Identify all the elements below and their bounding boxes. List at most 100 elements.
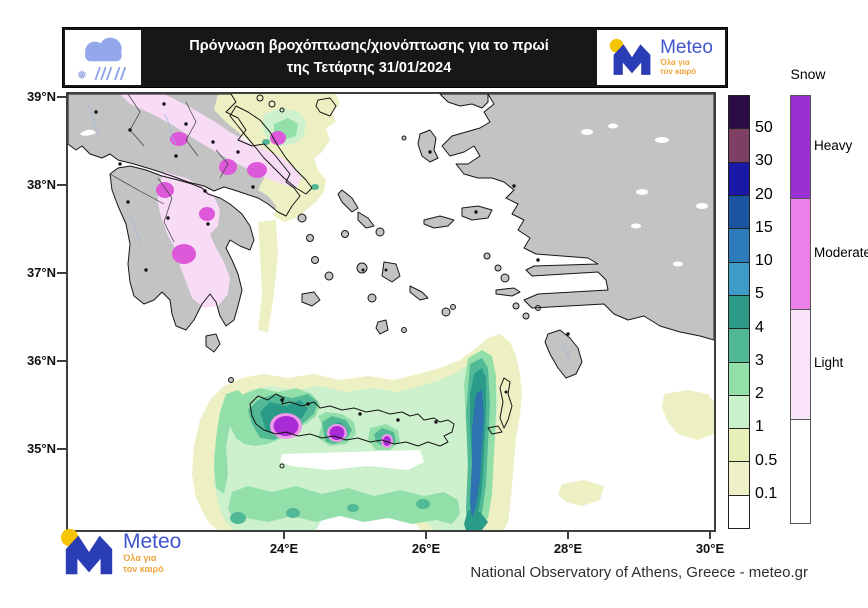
logo-tagline-2: τον καιρό: [123, 564, 164, 575]
header-logo-box: Meteo Όλα για τον καιρό: [597, 30, 725, 85]
rain-colorbar: 50 30 20 15 10 5 4 3 2 1 0.5 0.1: [728, 95, 800, 535]
rain-colorbar-bar: [728, 95, 750, 529]
cloud-snow-rain-icon: ❅: [77, 37, 127, 82]
rain-band-south: [228, 486, 460, 524]
rain-colorbar-segment: [729, 261, 749, 295]
rain-patch-south: [558, 480, 604, 506]
rain-scale-value: 4: [755, 318, 764, 336]
logo-name: Meteo: [660, 36, 713, 58]
meteo-m-icon: [60, 528, 113, 575]
rain-scale-value: 50: [755, 119, 773, 137]
title-line-2: της Τετάρτης 31/01/2024: [286, 59, 452, 76]
map-frame: [66, 92, 716, 532]
lat-tick-label: 37°N: [26, 265, 56, 280]
lon-tick-label: 30°E: [695, 541, 725, 556]
snow-colorbar-segment: [791, 96, 810, 199]
lat-tick-label: 38°N: [26, 177, 56, 192]
rain-scale-value: 2: [755, 385, 764, 403]
lon-tick-mark: [567, 530, 569, 539]
snow-moderate-blob: [199, 207, 215, 221]
precipitation-map: [68, 94, 714, 530]
snow-legend-title: Snow: [790, 66, 826, 82]
rain-scale-value: 1: [755, 418, 764, 436]
rain-scale-value: 0.1: [755, 484, 778, 502]
attribution-text: National Observatory of Athens, Greece -…: [470, 564, 808, 581]
lat-tick-label: 36°N: [26, 353, 56, 368]
lon-tick-mark: [709, 530, 711, 539]
lat-tick-label: 39°N: [26, 89, 56, 104]
snow-heavy-west-crete: [273, 416, 299, 436]
rain-scale-value: 15: [755, 218, 773, 236]
rain-colorbar-segment: [729, 494, 749, 529]
lon-tick-mark: [283, 530, 285, 539]
snow-colorbar-segment: [791, 418, 810, 523]
snow-scale-label: Light: [814, 355, 844, 371]
rain-blue-band-core: [470, 390, 484, 518]
region-boundaries: [109, 94, 229, 243]
rain-darkteal-bottom: [464, 510, 488, 530]
city-dots: [94, 102, 570, 424]
snow-colorbar-bar: [790, 95, 811, 524]
rain-scale-value: 30: [755, 152, 773, 170]
lakes: [80, 123, 708, 267]
snow-moderate-blob: [156, 182, 174, 198]
lat-tick-mark: [57, 448, 66, 450]
rain-colorbar-segment: [729, 461, 749, 495]
snow-moderate-blob: [270, 131, 286, 145]
snow-scale-label: Heavy: [814, 138, 853, 154]
lon-tick-label: 28°E: [553, 541, 583, 556]
rain-colorbar-segment: [729, 96, 749, 129]
lat-tick-mark: [57, 272, 66, 274]
logo-tagline-1: Όλα για: [660, 57, 690, 67]
rain-band-south-of-attica: [258, 220, 278, 332]
snow-heavy-central-crete: [329, 426, 345, 440]
snowflake-glyph: ❅: [77, 68, 87, 82]
rain-scale-value: 5: [755, 285, 764, 303]
meteo-m-icon: [609, 38, 651, 75]
rain-scale-value: 0.5: [755, 451, 778, 469]
lat-tick-mark: [57, 184, 66, 186]
lat-tick-label: 35°N: [26, 441, 56, 456]
title-bar: ❅ Πρόγνωση βροχόπτωσης/χιονόπτωσης για τ…: [62, 27, 728, 88]
snow-colorbar-segment: [791, 198, 810, 309]
rain-colorbar-segment: [729, 128, 749, 162]
title-line-1: Πρόγνωση βροχόπτωσης/χιονόπτωσης για το …: [189, 37, 549, 54]
rain-colorbar-segment: [729, 361, 749, 395]
rain-colorbar-segment: [729, 328, 749, 362]
snow-area-peloponnese: [158, 172, 230, 308]
snow-moderate-blob: [247, 162, 267, 178]
rain-teal-spot-attica: [311, 184, 319, 190]
rain-scale-value: 10: [755, 252, 773, 270]
page-title: Πρόγνωση βροχόπτωσης/χιονόπτωσης για το …: [143, 28, 595, 87]
snow-contours: [120, 94, 393, 448]
rivers: [87, 105, 569, 363]
lat-tick-mark: [57, 96, 66, 98]
rain-patch-east: [662, 390, 714, 440]
rain-scale-value: 3: [755, 351, 764, 369]
rain-colorbar-segment: [729, 294, 749, 329]
logo-name: Meteo: [123, 530, 182, 554]
rain-colorbar-segment: [729, 428, 749, 462]
rain-scale-value: 20: [755, 185, 773, 203]
sea-gap-south-of-crete: [280, 450, 424, 470]
lon-tick-mark: [425, 530, 427, 539]
snow-colorbar-segment: [791, 308, 810, 419]
snow-heavy-east-crete: [383, 436, 391, 446]
rain-colorbar-segment: [729, 161, 749, 195]
lon-tick-label: 24°E: [269, 541, 299, 556]
snow-scale-label: Moderate: [814, 244, 868, 260]
lon-tick-label: 26°E: [411, 541, 441, 556]
rain-colorbar-segment: [729, 194, 749, 229]
logo-tagline-2: τον καιρό: [660, 67, 697, 77]
snow-colorbar: Snow Heavy Moderate Light: [786, 66, 868, 536]
rain-west-sea-band: [214, 390, 246, 494]
snow-moderate-blob: [172, 244, 196, 264]
lat-tick-mark: [57, 360, 66, 362]
rain-colorbar-segment: [729, 394, 749, 429]
snow-moderate-blob: [170, 132, 188, 146]
logo-tagline-1: Όλα για: [123, 553, 157, 564]
footer-logo: Meteo Όλα για τον καιρό: [60, 527, 181, 579]
meteo-logo: Meteo Όλα για τον καιρό: [609, 37, 713, 79]
rain-colorbar-segment: [729, 228, 749, 262]
